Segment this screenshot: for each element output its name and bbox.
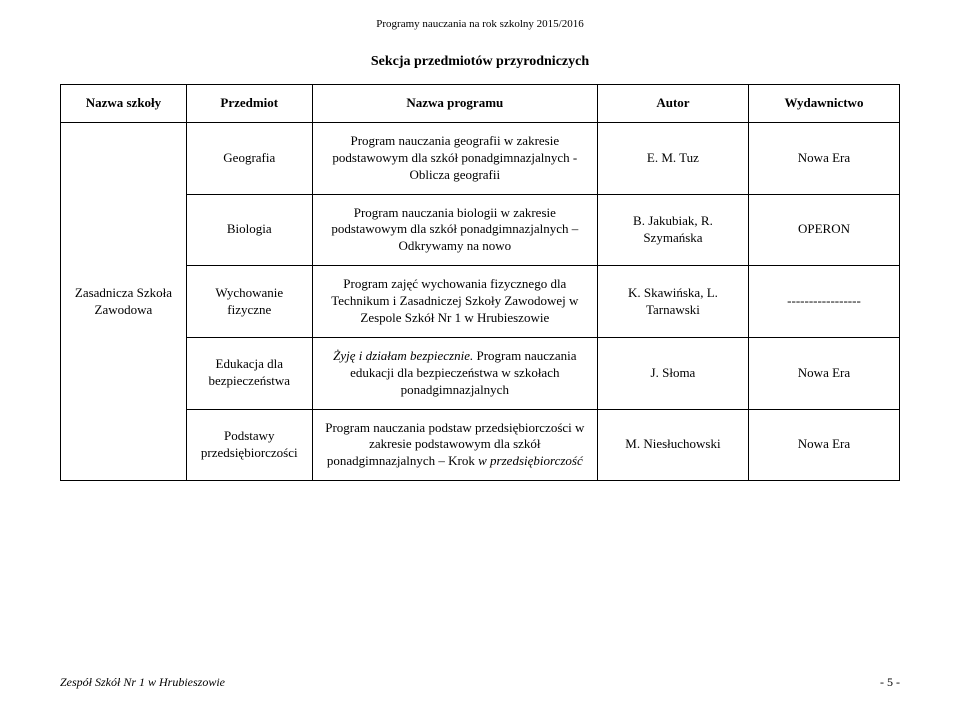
publisher-cell: Nowa Era: [748, 122, 899, 194]
author-cell: J. Słoma: [597, 337, 748, 409]
footer-left: Zespół Szkół Nr 1 w Hrubieszowie: [60, 675, 225, 690]
page-header: Programy nauczania na rok szkolny 2015/2…: [60, 18, 900, 30]
subject-cell: Geografia: [186, 122, 312, 194]
table-row: Wychowanie fizyczne Program zajęć wychow…: [61, 266, 900, 338]
table-header-row: Nazwa szkoły Przedmiot Nazwa programu Au…: [61, 85, 900, 123]
table-row: Zasadnicza Szkoła Zawodowa Geografia Pro…: [61, 122, 900, 194]
publisher-cell: Nowa Era: [748, 337, 899, 409]
footer-page-number: - 5 -: [880, 675, 900, 690]
program-italic-suffix: w przedsiębiorczość: [475, 453, 583, 468]
col-author: Autor: [597, 85, 748, 123]
subject-cell: Wychowanie fizyczne: [186, 266, 312, 338]
col-publisher: Wydawnictwo: [748, 85, 899, 123]
curriculum-table: Nazwa szkoły Przedmiot Nazwa programu Au…: [60, 84, 900, 481]
program-cell: Program nauczania geografii w zakresie p…: [312, 122, 597, 194]
section-title: Sekcja przedmiotów przyrodniczych: [60, 54, 900, 70]
publisher-cell: -----------------: [748, 266, 899, 338]
author-cell: E. M. Tuz: [597, 122, 748, 194]
author-cell: M. Niesłuchowski: [597, 409, 748, 481]
program-cell: Program zajęć wychowania fizycznego dla …: [312, 266, 597, 338]
col-subject: Przedmiot: [186, 85, 312, 123]
program-cell: Program nauczania biologii w zakresie po…: [312, 194, 597, 266]
program-italic-prefix: Żyję i działam bezpiecznie.: [333, 348, 473, 363]
program-cell: Program nauczania podstaw przedsiębiorcz…: [312, 409, 597, 481]
author-cell: K. Skawińska, L. Tarnawski: [597, 266, 748, 338]
col-program: Nazwa programu: [312, 85, 597, 123]
publisher-cell: Nowa Era: [748, 409, 899, 481]
publisher-cell: OPERON: [748, 194, 899, 266]
col-school: Nazwa szkoły: [61, 85, 187, 123]
table-row: Biologia Program nauczania biologii w za…: [61, 194, 900, 266]
subject-cell: Edukacja dla bezpieczeństwa: [186, 337, 312, 409]
subject-cell: Biologia: [186, 194, 312, 266]
school-cell: Zasadnicza Szkoła Zawodowa: [61, 122, 187, 480]
program-cell: Żyję i działam bezpiecznie. Program nauc…: [312, 337, 597, 409]
table-row: Edukacja dla bezpieczeństwa Żyję i dział…: [61, 337, 900, 409]
table-row: Podstawy przedsiębiorczości Program nauc…: [61, 409, 900, 481]
author-cell: B. Jakubiak, R. Szymańska: [597, 194, 748, 266]
subject-cell: Podstawy przedsiębiorczości: [186, 409, 312, 481]
page-footer: Zespół Szkół Nr 1 w Hrubieszowie - 5 -: [60, 675, 900, 690]
